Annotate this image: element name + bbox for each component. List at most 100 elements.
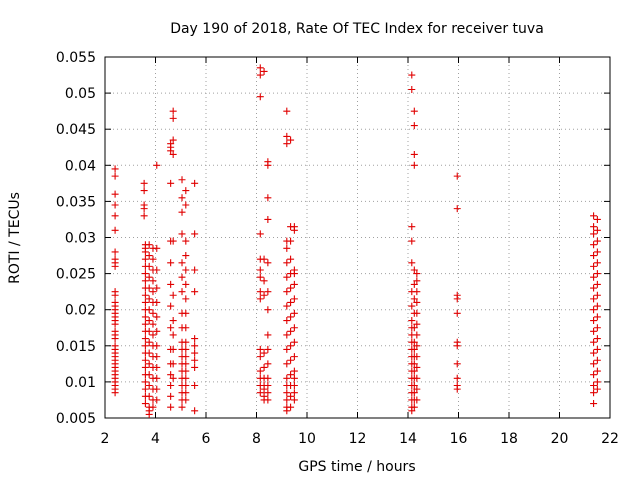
data-point [413, 288, 421, 296]
data-point [167, 392, 175, 400]
data-point [287, 136, 295, 144]
data-point [264, 396, 272, 404]
x-tick-label: 18 [500, 431, 518, 447]
data-point [264, 345, 272, 353]
y-tick-label: 0.025 [56, 267, 96, 283]
data-point [290, 382, 298, 390]
data-point [590, 212, 598, 220]
data-point [111, 320, 119, 328]
data-point [153, 363, 161, 371]
data-point [283, 273, 291, 281]
data-point [111, 291, 119, 299]
data-point [153, 374, 161, 382]
data-point [141, 400, 149, 408]
data-point [410, 382, 418, 390]
data-point [413, 353, 421, 361]
data-point [590, 382, 598, 390]
data-point [141, 248, 149, 256]
data-point [260, 277, 268, 285]
data-point [153, 327, 161, 335]
data-point [410, 161, 418, 169]
data-point [453, 385, 461, 393]
data-point [413, 320, 421, 328]
data-point [290, 353, 298, 361]
data-point [260, 67, 268, 75]
data-point [590, 327, 598, 335]
data-point [141, 270, 149, 278]
data-point [191, 342, 199, 350]
data-point [256, 266, 264, 274]
data-point [167, 302, 175, 310]
x-tick-label: 20 [551, 431, 569, 447]
data-point [140, 205, 148, 213]
data-point [256, 71, 264, 79]
data-point [153, 161, 161, 169]
data-point [178, 288, 186, 296]
data-point [264, 360, 272, 368]
data-point [287, 313, 295, 321]
data-point [182, 389, 190, 397]
data-point [178, 230, 186, 238]
data-point [145, 295, 153, 303]
data-point [287, 403, 295, 411]
data-point [283, 345, 291, 353]
data-point [590, 273, 598, 281]
data-point [410, 324, 418, 332]
data-point [182, 237, 190, 245]
data-point [290, 309, 298, 317]
data-point [141, 363, 149, 371]
data-point [111, 212, 119, 220]
data-point [590, 338, 598, 346]
data-point [283, 396, 291, 404]
data-point [256, 295, 264, 303]
data-point [256, 345, 264, 353]
x-axis-label: GPS time / hours [298, 459, 415, 475]
data-point [191, 382, 199, 390]
data-point [141, 313, 149, 321]
data-point [145, 371, 153, 379]
data-point [145, 306, 153, 314]
data-point [410, 122, 418, 130]
data-point [111, 172, 119, 180]
data-point [182, 295, 190, 303]
data-point [260, 363, 268, 371]
data-point [141, 342, 149, 350]
data-point [290, 396, 298, 404]
data-point [590, 284, 598, 292]
data-point [256, 367, 264, 375]
data-point [149, 403, 157, 411]
data-point [256, 353, 264, 361]
data-point [111, 226, 119, 234]
data-point [111, 201, 119, 209]
y-tick-label: 0.045 [56, 122, 96, 138]
data-point [182, 345, 190, 353]
data-point [167, 147, 175, 155]
data-point [264, 215, 272, 223]
data-point [182, 374, 190, 382]
data-point [140, 187, 148, 195]
y-tick-label: 0.005 [56, 411, 96, 427]
x-tick-label: 16 [450, 431, 468, 447]
y-tick-label: 0.035 [56, 194, 96, 210]
data-point [593, 324, 601, 332]
data-point [141, 291, 149, 299]
y-tick-label: 0.02 [65, 303, 96, 319]
data-point [590, 360, 598, 368]
data-point [590, 230, 598, 238]
data-point [141, 298, 149, 306]
data-point [408, 302, 416, 310]
data-point [145, 273, 153, 281]
data-point [182, 396, 190, 404]
data-point [182, 360, 190, 368]
data-point [593, 259, 601, 267]
data-point [593, 345, 601, 353]
data-point [191, 179, 199, 187]
data-point [590, 371, 598, 379]
data-point [145, 317, 153, 325]
data-point [593, 385, 601, 393]
x-tick-label: 12 [349, 431, 367, 447]
data-point [287, 392, 295, 400]
data-point [283, 132, 291, 140]
data-point [149, 331, 157, 339]
